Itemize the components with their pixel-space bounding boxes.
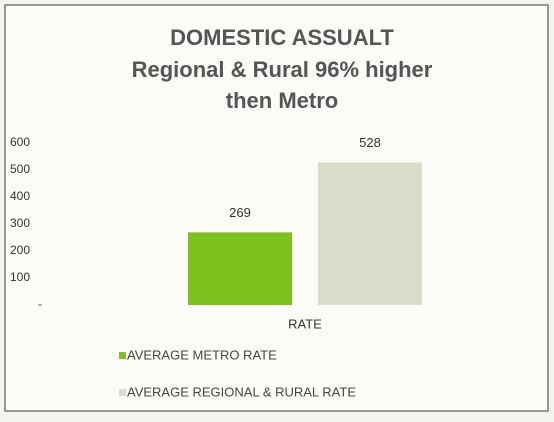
y-tick-label: 300 xyxy=(10,216,30,230)
legend-label: AVERAGE REGIONAL & RURAL RATE xyxy=(127,384,356,399)
data-label: 528 xyxy=(359,135,381,150)
y-tick-label: - xyxy=(38,297,42,311)
y-tick-label: 100 xyxy=(10,270,30,284)
bar xyxy=(188,232,292,305)
chart-frame xyxy=(4,4,549,412)
y-tick-label: 600 xyxy=(10,135,30,149)
legend-swatch xyxy=(119,352,126,359)
y-tick-label: 500 xyxy=(10,162,30,176)
bar xyxy=(318,162,422,305)
chart-title: Regional & Rural 96% higher xyxy=(132,57,433,82)
chart-title: then Metro xyxy=(226,88,338,113)
chart-title: DOMESTIC ASSUALT xyxy=(170,25,394,50)
data-label: 269 xyxy=(229,205,251,220)
x-tick-label: RATE xyxy=(288,316,322,331)
legend-swatch xyxy=(119,389,126,396)
legend-label: AVERAGE METRO RATE xyxy=(127,347,277,362)
y-tick-label: 400 xyxy=(10,189,30,203)
y-tick-label: 200 xyxy=(10,243,30,257)
